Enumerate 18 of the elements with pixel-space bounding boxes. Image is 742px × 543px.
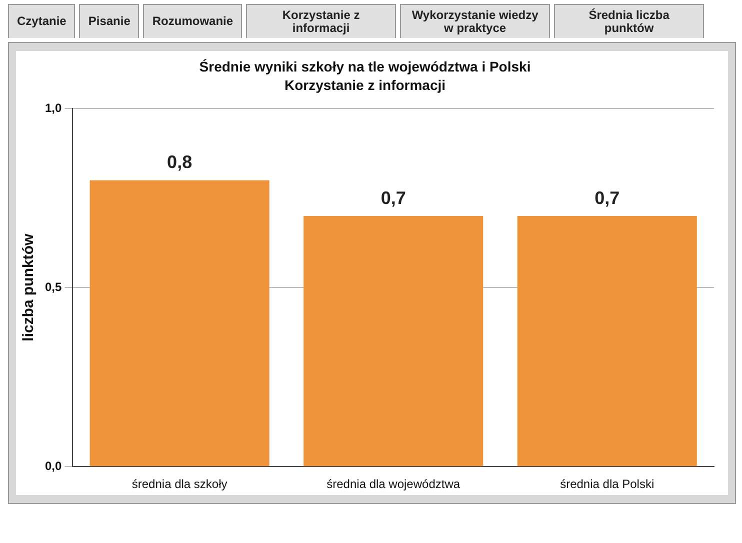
- text: Pisanie: [79, 4, 140, 38]
- y-tick-label: 1,0: [44, 100, 62, 115]
- x-tick-label: średnia dla województwa: [326, 477, 460, 492]
- chart-title: Średnie wyniki szkoły na tle województwa i Polski: [199, 58, 531, 74]
- x-tick-label: średnia dla szkoły: [132, 477, 228, 492]
- text: Średnia liczba punktów: [554, 4, 704, 38]
- text: Rozumowanie: [143, 4, 242, 38]
- x-tick-label: średnia dla Polski: [560, 477, 654, 492]
- data-label: 0,7: [380, 188, 406, 208]
- chart-subtitle: Korzystanie z informacji: [284, 77, 446, 94]
- y-tick-label: 0,5: [44, 280, 62, 294]
- text: Czytanie: [8, 4, 76, 38]
- text: Wykorzystanie wiedzy w praktyce: [400, 4, 550, 38]
- data-label: 0,7: [594, 188, 620, 208]
- y-axis-title: liczba punktów: [20, 234, 38, 342]
- data-label: 0,8: [167, 152, 192, 172]
- text: Korzystanie z informacji: [246, 4, 396, 38]
- y-tick-label: 0,0: [44, 458, 62, 473]
